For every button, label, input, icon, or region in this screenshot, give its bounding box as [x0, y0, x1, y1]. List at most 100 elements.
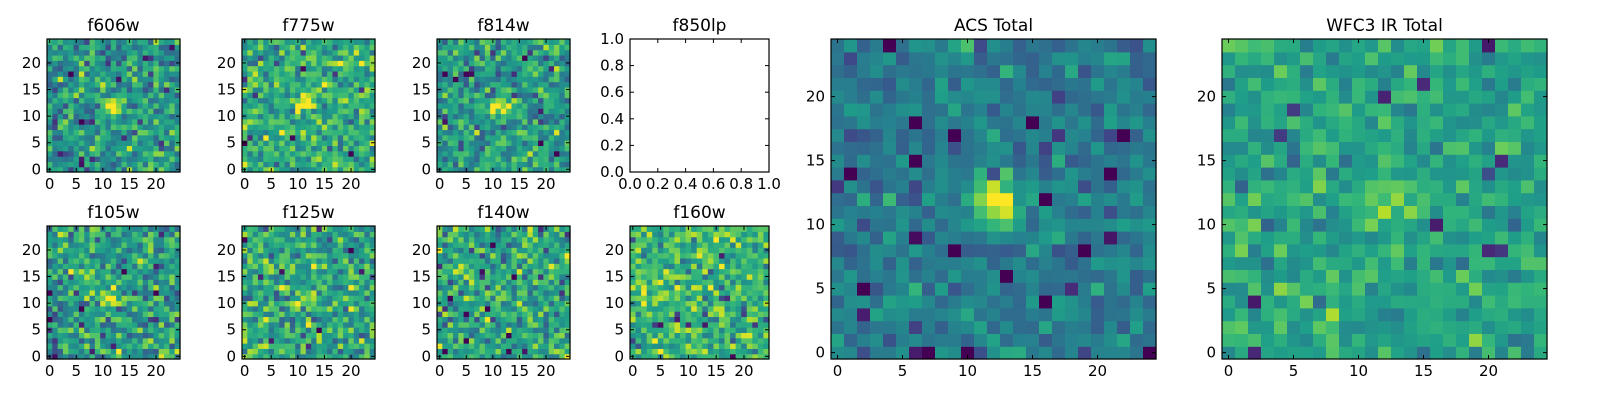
- x-tick-label: 1.0: [757, 175, 781, 193]
- heatmap-cell: [284, 60, 291, 67]
- heatmap-cell: [442, 337, 449, 344]
- heatmap-cell: [284, 70, 291, 77]
- heatmap-cell: [62, 273, 69, 280]
- heatmap-cell: [948, 179, 962, 194]
- heatmap-cell: [105, 145, 112, 152]
- heatmap-cell: [57, 108, 64, 115]
- heatmap-cell: [142, 295, 149, 302]
- heatmap-cell: [153, 150, 160, 157]
- heatmap-cell: [121, 226, 128, 232]
- heatmap-cell: [437, 236, 443, 243]
- heatmap-cell: [564, 134, 571, 141]
- heatmap-cell: [506, 241, 513, 248]
- heatmap-cell: [268, 129, 275, 136]
- heatmap-cell: [148, 295, 154, 302]
- heatmap-cell: [447, 226, 454, 232]
- heatmap-cell: [57, 311, 64, 318]
- heatmap-cell: [311, 161, 318, 168]
- heatmap-cell: [321, 124, 328, 131]
- heatmap-cell: [252, 113, 259, 120]
- heatmap-cell: [1091, 307, 1105, 322]
- heatmap-cell: [353, 257, 360, 264]
- heatmap-cell: [506, 65, 513, 72]
- heatmap-cell: [242, 134, 248, 141]
- heatmap-cell: [458, 289, 465, 296]
- heatmap-cell: [490, 113, 497, 120]
- heatmap-cell: [735, 241, 742, 248]
- heatmap-cell: [169, 300, 176, 307]
- heatmap-cell: [527, 241, 534, 248]
- heatmap-cell: [337, 289, 344, 296]
- heatmap-cell: [506, 348, 513, 355]
- heatmap-cell: [353, 236, 360, 243]
- heatmap-cell: [52, 166, 59, 173]
- heatmap-cell: [1026, 282, 1040, 296]
- heatmap-cell: [252, 81, 259, 88]
- heatmap-cell: [142, 134, 149, 141]
- heatmap-cell: [94, 226, 101, 232]
- heatmap-cell: [132, 156, 139, 162]
- heatmap-cell: [532, 97, 539, 104]
- heatmap-cell: [707, 327, 714, 333]
- heatmap-cell: [630, 268, 637, 275]
- heatmap-cell: [961, 269, 975, 283]
- heatmap-cell: [641, 226, 648, 232]
- heatmap-cell: [554, 316, 560, 323]
- heatmap-cell: [78, 39, 85, 45]
- heatmap-cell: [348, 284, 355, 291]
- heatmap-cell: [495, 39, 502, 45]
- heatmap-cell: [84, 263, 91, 270]
- heatmap-cell: [252, 54, 259, 61]
- heatmap-cell: [94, 108, 101, 115]
- heatmap-cell: [857, 333, 871, 347]
- heatmap-cell: [337, 86, 344, 93]
- heatmap-cell: [337, 134, 344, 141]
- heatmap-cell: [680, 348, 687, 355]
- heatmap-cell: [273, 108, 280, 115]
- heatmap-cell: [62, 241, 69, 248]
- heatmap-cell: [447, 252, 454, 259]
- heatmap-cell: [359, 257, 365, 264]
- heatmap-cell: [641, 311, 648, 318]
- heatmap-cell: [663, 295, 670, 302]
- heatmap-cell: [62, 332, 69, 339]
- heatmap-cell: [484, 263, 491, 270]
- heatmap-cell: [343, 348, 349, 355]
- heatmap-cell: [137, 332, 144, 339]
- heatmap-cell: [289, 321, 296, 328]
- heatmap-cell: [78, 156, 85, 162]
- heatmap-cell: [100, 118, 107, 125]
- heatmap-cell: [174, 295, 181, 302]
- heatmap-cell: [458, 145, 465, 152]
- heatmap-cell: [364, 134, 371, 141]
- heatmap-cell: [527, 231, 534, 238]
- heatmap-cell: [746, 226, 753, 232]
- heatmap-cell: [369, 145, 376, 152]
- heatmap-cell: [538, 129, 544, 136]
- heatmap-cell: [110, 70, 117, 77]
- heatmap-cell: [442, 86, 449, 93]
- heatmap-cell: [252, 268, 259, 275]
- heatmap-cell: [295, 321, 302, 328]
- x-tick-label: 20: [734, 362, 753, 380]
- heatmap-cell: [474, 295, 481, 302]
- heatmap-cell: [691, 337, 698, 344]
- heatmap-cell: [463, 113, 470, 120]
- heatmap-cell: [300, 118, 307, 125]
- heatmap-cell: [713, 289, 720, 296]
- heatmap-cell: [332, 337, 339, 344]
- heatmap-cell: [730, 353, 737, 360]
- heatmap-cell: [348, 231, 355, 238]
- heatmap-cell: [479, 263, 486, 270]
- heatmap-cell: [490, 97, 497, 104]
- heatmap-cell: [52, 161, 59, 168]
- heatmap-cell: [263, 273, 270, 280]
- heatmap-cell: [311, 70, 318, 77]
- heatmap-cell: [1130, 333, 1144, 347]
- heatmap-cell: [554, 236, 560, 243]
- heatmap-cell: [327, 252, 334, 259]
- heatmap-cell: [630, 252, 637, 259]
- heatmap-cell: [100, 161, 107, 168]
- x-tick-label: 20: [537, 362, 556, 380]
